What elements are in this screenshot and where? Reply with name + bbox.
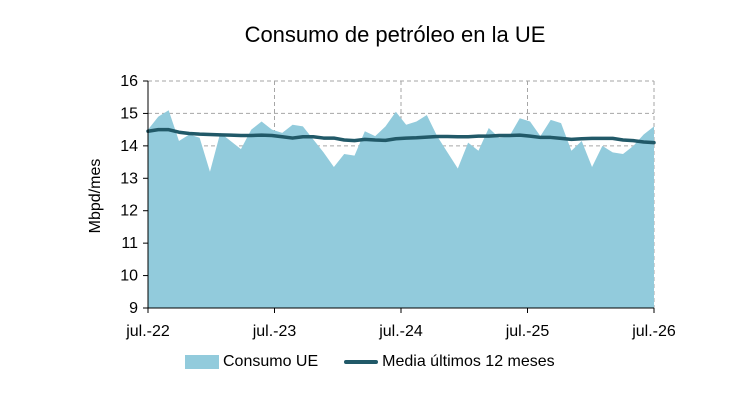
series-media-12-meses-line <box>146 127 656 145</box>
legend-swatch-line <box>344 360 379 364</box>
y-tick-label: 16 <box>120 73 138 90</box>
x-tick-label: jul.-24 <box>378 323 423 340</box>
chart-title: Consumo de petróleo en la UE <box>244 22 546 47</box>
legend-item-area: Consumo UE <box>185 353 318 371</box>
y-tick-label: 14 <box>120 138 138 155</box>
x-tick-label: jul.-22 <box>125 323 170 340</box>
y-tick-label: 15 <box>120 105 138 122</box>
x-tick-label: jul.-25 <box>505 323 550 340</box>
legend: Consumo UE Media últimos 12 meses <box>185 353 581 371</box>
axis-layer: 9 10 11 12 13 14 15 16 jul.-22 jul.-23 jul.-24 jul.… <box>120 73 676 340</box>
y-tick-label: 11 <box>121 235 138 252</box>
area-layer <box>148 110 654 308</box>
y-tick-label: 10 <box>120 268 138 285</box>
legend-swatch-area <box>185 355 219 369</box>
y-tick-label: 12 <box>120 203 138 220</box>
x-tick-label: jul.-23 <box>252 323 297 340</box>
legend-item-line: Media últimos 12 meses <box>344 353 555 371</box>
y-axis-label: Mbpd/mes <box>87 159 104 234</box>
legend-label-line: Media últimos 12 meses <box>382 353 555 370</box>
legend-label-area: Consumo UE <box>223 353 319 370</box>
y-tick-label: 9 <box>129 300 138 317</box>
y-tick-label: 13 <box>120 170 138 187</box>
x-tick-label: jul.-26 <box>631 323 676 340</box>
line-layer <box>146 127 656 145</box>
series-consumo-ue-area <box>148 110 654 308</box>
